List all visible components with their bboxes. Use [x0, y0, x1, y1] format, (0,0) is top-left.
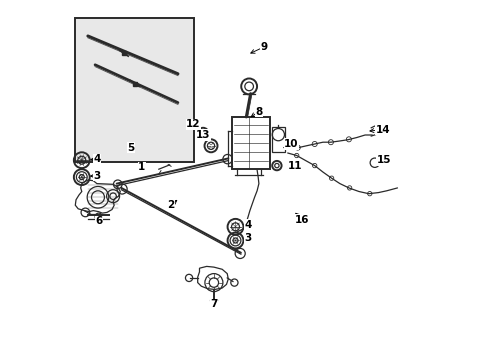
Text: 11: 11: [287, 161, 302, 171]
Text: 9: 9: [260, 42, 267, 52]
Text: 3: 3: [244, 233, 251, 243]
Text: 7: 7: [210, 299, 217, 309]
Text: 16: 16: [294, 215, 309, 225]
Bar: [271, 127, 285, 152]
Bar: [231, 117, 269, 169]
Text: 2: 2: [167, 200, 174, 210]
Text: 5: 5: [127, 143, 135, 153]
Text: 4: 4: [244, 220, 251, 230]
Text: 8: 8: [255, 107, 262, 117]
Text: 12: 12: [186, 119, 200, 129]
Text: 3: 3: [93, 171, 101, 181]
Text: 14: 14: [375, 125, 389, 135]
Bar: [75, 18, 194, 162]
Text: 6: 6: [95, 216, 102, 226]
Text: 13: 13: [196, 130, 210, 140]
Text: 15: 15: [376, 155, 390, 165]
Text: 10: 10: [284, 139, 298, 149]
Text: 1: 1: [138, 162, 145, 172]
Text: 4: 4: [93, 154, 101, 164]
